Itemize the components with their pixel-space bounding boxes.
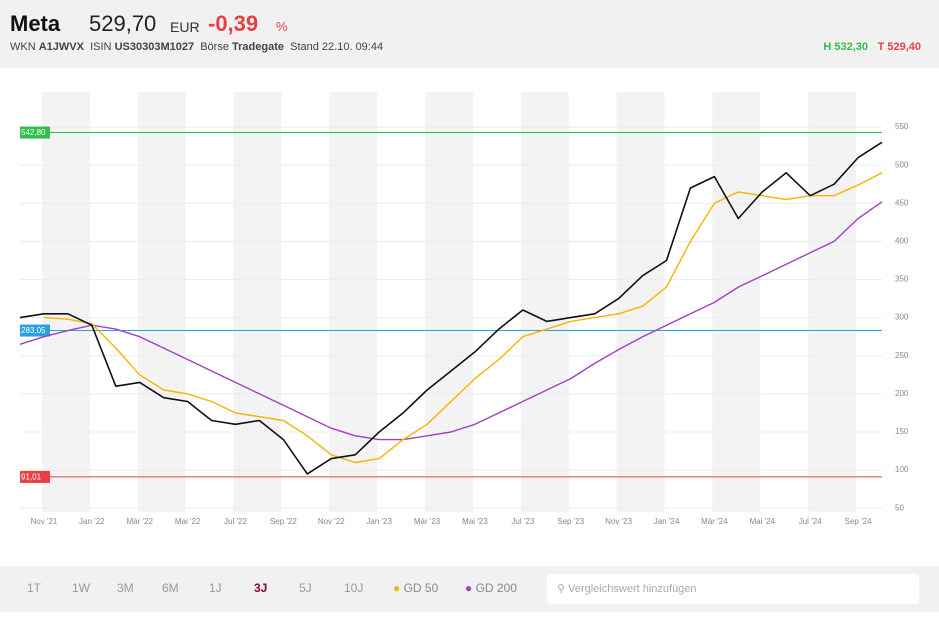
search-placeholder: ⚲ Vergleichswert hinzufügen [557, 583, 697, 595]
range-button[interactable]: 1T [27, 581, 42, 595]
stripe [137, 92, 186, 512]
stripe [233, 92, 282, 512]
label: Börse [200, 41, 229, 53]
x-tick-label: Sep '23 [557, 517, 584, 526]
reference-label-bg [20, 470, 50, 483]
y-tick-label: 350 [895, 275, 909, 284]
search-box[interactable]: ⚲ Vergleichswert hinzufügen [547, 574, 919, 604]
y-tick-label: 300 [895, 313, 909, 322]
isin: US30303M1027 [114, 41, 195, 53]
low: T 529,40 [877, 41, 921, 53]
reference-label-bg [20, 126, 50, 139]
legend-label: GD 200 [475, 581, 517, 595]
stripe [808, 92, 857, 512]
y-tick-label: 400 [895, 237, 909, 246]
reference-label: 283,05 [21, 326, 46, 335]
y-tick-label: 200 [895, 389, 909, 398]
wkn: A1JWVX [38, 41, 84, 53]
time: Stand 22.10. 09:44 [290, 41, 384, 53]
stripe [425, 92, 473, 512]
y-tick-label: 150 [895, 427, 909, 436]
meta-line: WKN A1JWVX ISIN US30303M1027 Börse Trade… [10, 41, 383, 53]
x-tick-label: Mai '23 [462, 517, 488, 526]
label: WKN [10, 41, 36, 53]
series-line [19, 201, 883, 441]
currency: EUR [170, 19, 200, 35]
x-tick-label: Jul '23 [511, 517, 534, 526]
price: 529,70 [89, 11, 157, 36]
legend-gd200: ● GD 200 [465, 581, 517, 595]
range-button[interactable]: 1J [209, 581, 222, 595]
range-button[interactable]: 3M [117, 581, 134, 595]
x-tick-label: Mai '24 [750, 517, 776, 526]
high: H 532,30 [823, 41, 868, 53]
y-tick-label: 250 [895, 351, 909, 360]
x-tick-label: Mär '22 [127, 517, 154, 526]
x-tick-label: Mär '24 [701, 517, 728, 526]
y-tick-label: 100 [895, 465, 909, 474]
x-tick-label: Mär '23 [414, 517, 441, 526]
change-unit: % [276, 19, 288, 34]
legend-gd50: ● GD 50 [393, 581, 439, 595]
controls: 1T 1W 3M 6M 1J 3J 5J 10J ● GD 50 ● GD 200 ⚲ Ver… [0, 566, 939, 612]
reference-label-bg [20, 324, 50, 337]
stripe [712, 92, 761, 512]
legend-label: GD 50 [403, 581, 439, 595]
stripe [616, 92, 665, 512]
stock-name: Meta [10, 11, 61, 36]
series-line [43, 172, 883, 464]
series-line [19, 141, 883, 475]
x-tick-label: Jan '23 [366, 517, 392, 526]
y-tick-label: 550 [895, 122, 909, 131]
stripe [520, 92, 569, 512]
range-button[interactable]: 1W [72, 581, 90, 595]
exchange: Tradegate [232, 41, 284, 53]
range-button[interactable]: 5J [299, 581, 312, 595]
x-tick-label: Jul '22 [224, 517, 247, 526]
y-tick-label: 500 [895, 160, 909, 169]
range-button[interactable]: 6M [162, 581, 179, 595]
x-tick-label: Nov '21 [31, 517, 58, 526]
placeholder-text: Vergleichswert hinzufügen [568, 583, 697, 595]
header: Meta 529,70 EUR -0,39 % WKN A1JWVX ISIN … [0, 0, 939, 68]
reference-label: 542,80 [21, 128, 46, 137]
x-tick-label: Nov '22 [318, 517, 345, 526]
x-tick-label: Sep '22 [270, 517, 297, 526]
x-tick-label: Mai '22 [175, 517, 201, 526]
x-tick-label: Nov '23 [605, 517, 632, 526]
range-button[interactable]: 10J [344, 581, 364, 595]
y-tick-label: 50 [895, 503, 904, 512]
x-tick-label: Sep '24 [845, 517, 872, 526]
x-tick-label: Jul '24 [799, 517, 822, 526]
x-tick-label: Jan '24 [654, 517, 680, 526]
chart: 50 100 150 200 250 300 350 400 450 500 550 Nov '21 J… [19, 92, 909, 526]
range-button[interactable]: 3J [254, 581, 268, 595]
reference-label: 91,01 [21, 473, 42, 482]
change: -0,39 [208, 11, 259, 36]
x-tick-label: Jan '22 [79, 517, 105, 526]
stripe [329, 92, 378, 512]
label: ISIN [90, 41, 112, 53]
stripe [41, 92, 90, 512]
y-tick-label: 450 [895, 198, 909, 207]
